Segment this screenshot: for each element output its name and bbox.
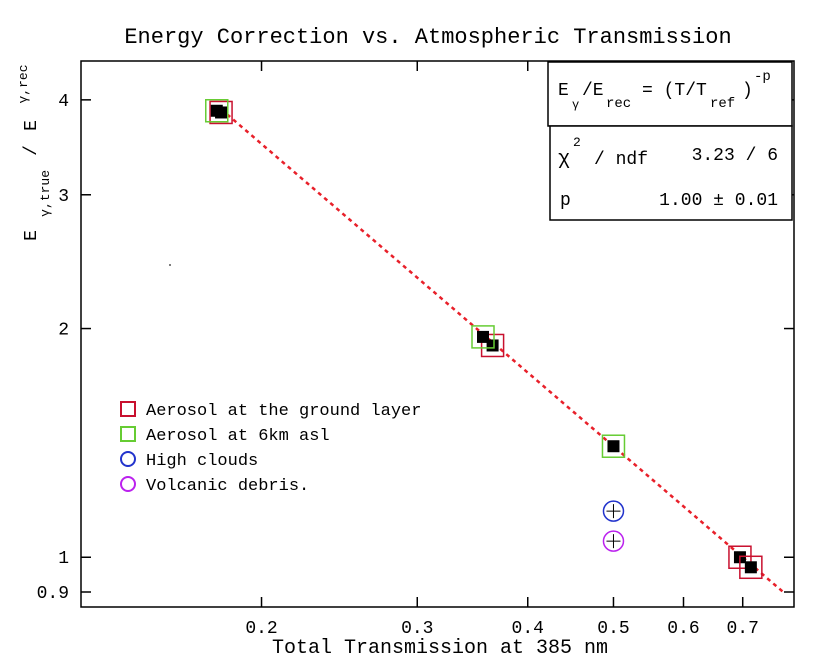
chart-title: Energy Correction vs. Atmospheric Transm… bbox=[124, 25, 731, 50]
p-value: 1.00 ± 0.01 bbox=[659, 191, 778, 211]
legend-label: High clouds bbox=[146, 452, 258, 471]
x-tick-label: 0.6 bbox=[667, 619, 699, 639]
chi2-value: 3.23 / 6 bbox=[692, 146, 778, 166]
data-point bbox=[209, 100, 233, 125]
legend-symbol bbox=[120, 476, 136, 492]
data-point-fill bbox=[210, 104, 223, 117]
x-axis-label: Total Transmission at 385 nm bbox=[272, 637, 608, 660]
legend-symbol bbox=[120, 401, 136, 417]
y-tick-label: 2 bbox=[58, 321, 69, 341]
y-tick-label: 0.9 bbox=[37, 584, 69, 604]
fit-results-box bbox=[549, 125, 793, 221]
x-tick-label: 0.4 bbox=[512, 619, 544, 639]
legend-label: Volcanic debris. bbox=[146, 477, 309, 496]
plot-frame bbox=[80, 60, 795, 608]
data-point bbox=[601, 434, 626, 458]
data-point bbox=[480, 333, 505, 358]
fit-line bbox=[220, 108, 786, 594]
formula-box bbox=[547, 61, 793, 127]
x-tick-label: 0.2 bbox=[245, 619, 277, 639]
stats-box: E γ /E rec = (T/T ref ) -p χ 2 / ndf 3.2… bbox=[547, 61, 793, 221]
data-points bbox=[205, 99, 763, 580]
y-axis: 0.9 1 2 3 4 bbox=[37, 92, 794, 604]
y-axis-label: E γ,true / E γ,rec bbox=[16, 64, 55, 240]
chi2-label: χ 2 / ndf bbox=[558, 130, 648, 171]
data-point-fill bbox=[607, 440, 620, 453]
stray-dot bbox=[169, 264, 171, 266]
p-label: p bbox=[560, 191, 571, 211]
y-label-e1: E γ,true / E γ,rec bbox=[16, 64, 55, 240]
data-point bbox=[205, 99, 229, 123]
x-tick-label: 0.5 bbox=[597, 619, 629, 639]
legend: Aerosol at the ground layer Aerosol at 6k… bbox=[120, 401, 421, 496]
data-point bbox=[602, 530, 625, 552]
data-point-fill bbox=[744, 561, 757, 574]
legend-label: Aerosol at the ground layer bbox=[146, 402, 421, 421]
y-tick-label: 4 bbox=[58, 92, 69, 112]
data-point bbox=[602, 500, 625, 522]
data-point bbox=[471, 325, 495, 349]
data-point-fill bbox=[477, 330, 490, 343]
x-axis: 0.2 0.3 0.4 0.5 0.6 0.7 bbox=[245, 61, 759, 639]
data-point bbox=[739, 555, 763, 580]
y-tick-label: 1 bbox=[58, 549, 69, 569]
legend-symbol bbox=[120, 426, 136, 442]
formula-text: E γ /E rec = (T/T ref ) -p bbox=[558, 69, 771, 114]
x-tick-label: 0.3 bbox=[401, 619, 433, 639]
y-tick-label: 3 bbox=[58, 187, 69, 207]
legend-label: Aerosol at 6km asl bbox=[146, 427, 330, 446]
legend-symbol bbox=[120, 451, 136, 467]
x-tick-label: 0.7 bbox=[727, 619, 759, 639]
